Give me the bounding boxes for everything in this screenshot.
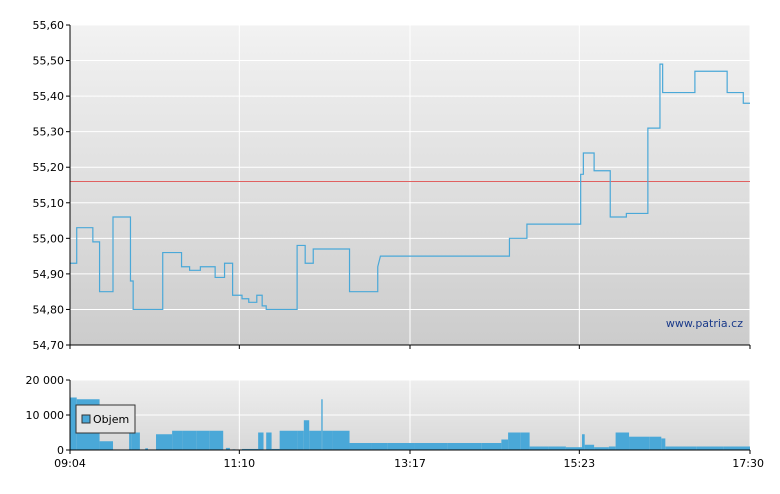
volume-bar — [447, 443, 482, 450]
volume-bar — [615, 432, 630, 450]
price-line — [70, 63, 750, 311]
price-y-tick-label: 54,70 — [33, 339, 65, 352]
volume-bar — [661, 438, 666, 450]
volume-bar — [156, 434, 173, 450]
volume-legend: Objem — [75, 404, 136, 434]
price-y-tick-label: 55,20 — [33, 161, 65, 174]
volume-bar — [332, 430, 350, 450]
volume-axes — [69, 380, 751, 454]
volume-bar — [303, 420, 310, 450]
volume-bar — [665, 446, 697, 450]
price-axes — [69, 25, 751, 349]
x-tick-labels: 09:04 11:10 13:17 15:23 17:30 — [54, 457, 764, 470]
volume-bar — [279, 430, 298, 450]
volume-bar — [501, 439, 509, 450]
volume-bar — [242, 448, 259, 450]
x-tick-label: 13:17 — [394, 457, 426, 470]
x-tick-label: 11:10 — [223, 457, 255, 470]
volume-bar — [134, 432, 140, 450]
volume-bar — [481, 443, 502, 450]
price-y-tick-label: 55,60 — [33, 19, 65, 32]
price-y-tick-labels: 54,70 54,80 54,90 55,00 55,10 55,20 55,30 55,40… — [33, 19, 65, 352]
volume-bar — [70, 397, 77, 450]
volume-bar — [196, 430, 210, 450]
volume-bar — [584, 444, 595, 450]
volume-bar — [321, 399, 323, 450]
volume-bar — [565, 447, 583, 450]
volume-bar — [387, 443, 415, 450]
price-y-tick-label: 55,00 — [33, 232, 65, 245]
price-y-tick-label: 55,40 — [33, 90, 65, 103]
volume-bar — [371, 443, 388, 450]
volume-bar — [266, 432, 272, 450]
x-tick-label: 09:04 — [54, 457, 86, 470]
price-y-tick-label: 54,90 — [33, 268, 65, 281]
volume-y-tick-label: 20 000 — [26, 374, 65, 387]
volume-bar — [529, 446, 549, 450]
volume-bar — [145, 448, 148, 450]
volume-bar — [99, 441, 114, 450]
volume-bar — [322, 430, 333, 450]
volume-bar — [349, 443, 372, 450]
price-y-tick-label: 54,80 — [33, 303, 65, 316]
volume-bar — [225, 447, 230, 450]
volume-y-tick-label: 10 000 — [26, 409, 65, 422]
volume-bar — [297, 430, 304, 450]
volume-y-tick-label: 0 — [57, 444, 64, 457]
volume-bar — [520, 432, 530, 450]
volume-bar — [414, 443, 448, 450]
legend-label: Objem — [93, 413, 129, 426]
volume-bar — [582, 434, 585, 450]
volume-bar — [309, 430, 322, 450]
volume-bar — [649, 436, 662, 450]
volume-y-tick-labels: 0 10 000 20 000 — [26, 374, 65, 457]
price-y-tick-label: 55,10 — [33, 197, 65, 210]
price-grid — [66, 24, 751, 346]
volume-bar — [258, 432, 264, 450]
watermark: www.patria.cz — [666, 317, 743, 330]
volume-bar — [723, 446, 750, 450]
legend-swatch — [81, 414, 91, 424]
volume-bar — [508, 432, 521, 450]
volume-bar — [172, 430, 183, 450]
price-series — [70, 63, 750, 311]
x-tick-label: 15:23 — [563, 457, 595, 470]
volume-bar — [209, 430, 224, 450]
x-tick-label: 17:30 — [732, 457, 764, 470]
volume-bar — [696, 446, 724, 450]
price-y-tick-label: 55,30 — [33, 126, 65, 139]
price-y-tick-label: 55,50 — [33, 55, 65, 68]
volume-bar — [271, 448, 280, 450]
volume-bar — [131, 432, 135, 450]
volume-bar — [129, 432, 132, 450]
volume-bar — [182, 430, 197, 450]
volume-bar — [594, 447, 609, 450]
volume-bar — [629, 436, 650, 450]
volume-bar — [608, 446, 616, 450]
volume-bar — [548, 446, 566, 450]
